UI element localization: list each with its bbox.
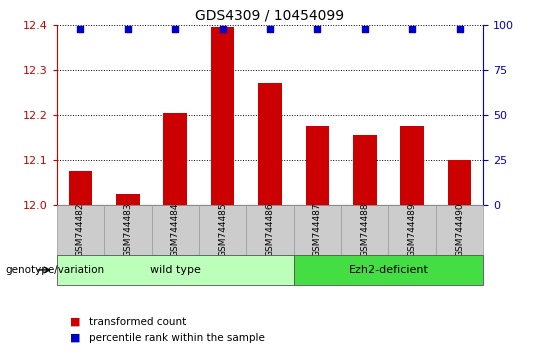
Point — [266, 27, 274, 32]
Bar — [163, 113, 187, 205]
Bar — [211, 27, 234, 205]
Bar — [116, 194, 140, 205]
Bar — [294, 205, 341, 255]
Bar — [400, 126, 424, 205]
Point — [361, 27, 369, 32]
Text: GSM744485: GSM744485 — [218, 203, 227, 257]
Text: genotype/variation: genotype/variation — [5, 265, 105, 275]
Text: ■: ■ — [70, 317, 80, 327]
Text: percentile rank within the sample: percentile rank within the sample — [89, 333, 265, 343]
Bar — [57, 255, 294, 285]
Text: GSM744490: GSM744490 — [455, 203, 464, 257]
Text: GSM744489: GSM744489 — [408, 203, 417, 257]
Point — [218, 27, 227, 32]
Bar — [306, 126, 329, 205]
Bar — [448, 160, 471, 205]
Point — [76, 27, 85, 32]
Bar — [388, 205, 436, 255]
Text: transformed count: transformed count — [89, 317, 186, 327]
Point — [408, 27, 416, 32]
Bar — [152, 205, 199, 255]
Text: GSM744483: GSM744483 — [123, 203, 132, 257]
Bar — [436, 205, 483, 255]
Bar — [353, 135, 377, 205]
Bar — [258, 84, 282, 205]
Text: GSM744487: GSM744487 — [313, 203, 322, 257]
Text: Ezh2-deficient: Ezh2-deficient — [348, 265, 428, 275]
Point — [171, 27, 179, 32]
Bar — [246, 205, 294, 255]
Bar — [57, 205, 104, 255]
Text: GSM744488: GSM744488 — [360, 203, 369, 257]
Bar — [294, 255, 483, 285]
Bar — [104, 205, 152, 255]
Text: GSM744482: GSM744482 — [76, 203, 85, 257]
Bar — [341, 205, 388, 255]
Text: GSM744484: GSM744484 — [171, 203, 180, 257]
Title: GDS4309 / 10454099: GDS4309 / 10454099 — [195, 8, 345, 22]
Text: wild type: wild type — [150, 265, 201, 275]
Point — [124, 27, 132, 32]
Bar — [199, 205, 246, 255]
Text: GSM744486: GSM744486 — [266, 203, 274, 257]
Point — [313, 27, 322, 32]
Bar — [69, 171, 92, 205]
Point — [455, 27, 464, 32]
Text: ■: ■ — [70, 333, 80, 343]
